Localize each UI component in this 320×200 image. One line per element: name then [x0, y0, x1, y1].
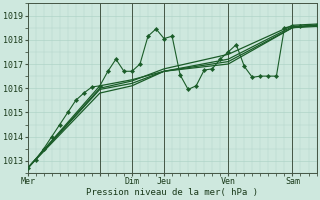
X-axis label: Pression niveau de la mer( hPa ): Pression niveau de la mer( hPa ) — [86, 188, 258, 197]
